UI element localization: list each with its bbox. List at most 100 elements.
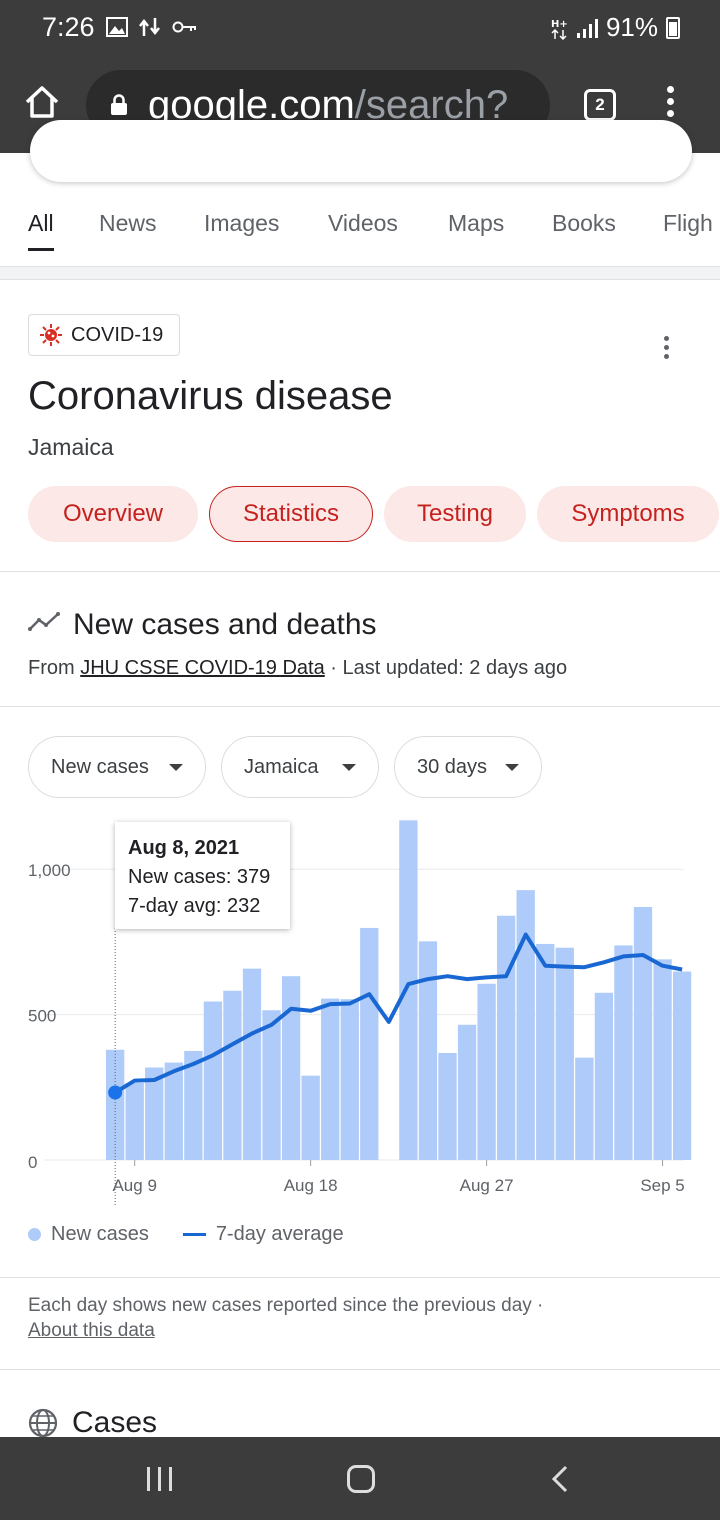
home-button-icon[interactable] <box>347 1465 375 1493</box>
tab-flights[interactable]: Fligh <box>663 210 713 236</box>
legend-dot-new-cases <box>28 1228 41 1241</box>
legend-line-average <box>182 1233 206 1236</box>
range-dropdown-label: 30 days <box>417 756 488 778</box>
globe-icon <box>28 1408 58 1438</box>
average-line <box>114 932 683 1095</box>
source-prefix: From <box>28 657 81 679</box>
bar <box>555 947 574 1160</box>
browser-menu-icon[interactable] <box>662 86 678 122</box>
recent-apps-icon[interactable] <box>147 1467 173 1491</box>
section-title: New cases and deaths <box>73 608 377 641</box>
url-path: /search? <box>354 83 509 127</box>
cases-section-header: Cases <box>28 1406 157 1440</box>
more-options-icon[interactable] <box>664 336 672 363</box>
cases-chart[interactable]: 0 500 1,000 Aug 9 Aug 18 Aug 27 Sep 5 <box>0 810 720 1210</box>
image-icon <box>106 17 128 37</box>
tab-maps[interactable]: Maps <box>448 210 505 236</box>
location-dropdown[interactable]: Jamaica <box>221 736 379 798</box>
home-icon[interactable] <box>22 82 62 122</box>
tab-images[interactable]: Images <box>204 210 280 236</box>
bar <box>125 1082 144 1160</box>
covid-chip-label: COVID-19 <box>71 323 164 346</box>
bar <box>418 941 438 1160</box>
search-box[interactable] <box>30 120 692 182</box>
chart-footnote: Each day shows new cases reported since … <box>28 1293 543 1343</box>
vpn-key-icon <box>172 21 196 33</box>
x-tick-label: Sep 5 <box>640 1176 684 1195</box>
footnote-sep: · <box>531 1295 544 1316</box>
source-line: From JHU CSSE COVID-19 Data · Last updat… <box>28 657 567 680</box>
tooltip-date: Aug 8, 2021 <box>128 837 240 859</box>
divider <box>0 706 720 707</box>
legend-new-cases: New cases <box>51 1223 149 1245</box>
bar <box>223 990 242 1160</box>
pill-symptoms[interactable]: Symptoms <box>537 486 719 542</box>
bar <box>594 992 614 1160</box>
bar <box>242 968 262 1160</box>
location-subtitle: Jamaica <box>28 434 114 460</box>
range-dropdown[interactable]: 30 days <box>394 736 542 798</box>
tab-news[interactable]: News <box>99 210 157 236</box>
bar <box>321 998 340 1160</box>
source-link[interactable]: JHU CSSE COVID-19 Data <box>80 657 325 679</box>
y-tick-label: 1,000 <box>28 861 71 880</box>
bar <box>438 1052 457 1160</box>
pill-overview[interactable]: Overview <box>28 486 198 542</box>
chevron-down-icon <box>342 764 356 771</box>
x-tick-label: Aug 27 <box>460 1176 514 1195</box>
y-tick-label: 500 <box>28 1007 56 1026</box>
battery-icon <box>666 16 680 39</box>
pill-statistics[interactable]: Statistics <box>209 486 373 542</box>
metric-dropdown[interactable]: New cases <box>28 736 206 798</box>
back-icon[interactable] <box>550 1465 570 1493</box>
bar <box>477 983 496 1160</box>
chart-legend: New cases 7-day average <box>28 1223 344 1246</box>
highlight-point <box>108 1085 123 1100</box>
bar <box>457 1024 477 1160</box>
bar <box>301 1075 320 1160</box>
bar <box>164 1062 183 1160</box>
bar <box>360 927 379 1160</box>
footnote-text: Each day shows new cases reported since … <box>28 1295 532 1316</box>
svg-text:H+: H+ <box>551 19 568 30</box>
url-host: google.com <box>148 83 355 127</box>
network-type-icon: H+ <box>551 19 568 40</box>
bar <box>281 976 301 1160</box>
tab-switcher-button[interactable]: 2 <box>584 89 616 121</box>
url-text: google.com/search? <box>148 83 508 128</box>
divider <box>0 1277 720 1278</box>
bar <box>106 1049 125 1160</box>
bar <box>184 1050 203 1160</box>
bar <box>340 999 359 1160</box>
tooltip-new-cases: New cases: 379 <box>128 866 271 888</box>
bar <box>262 1010 281 1160</box>
last-updated: · Last updated: 2 days ago <box>324 657 568 679</box>
bar <box>575 1057 594 1160</box>
bar <box>203 1001 223 1160</box>
battery-percent: 91% <box>605 12 658 42</box>
tab-all[interactable]: All <box>28 210 54 251</box>
bar <box>536 943 555 1160</box>
lock-icon <box>111 94 127 115</box>
virus-icon <box>40 324 62 346</box>
y-tick-label: 0 <box>28 1153 37 1172</box>
chevron-down-icon <box>505 764 519 771</box>
search-tabs: All News Images Videos Maps Books Fligh <box>0 196 720 266</box>
status-time: 7:26 <box>42 12 95 42</box>
tab-videos[interactable]: Videos <box>328 210 398 236</box>
x-tick-label: Aug 9 <box>112 1176 156 1195</box>
tab-books[interactable]: Books <box>552 210 616 236</box>
pill-testing[interactable]: Testing <box>384 486 526 542</box>
url-bar[interactable]: google.com/search? <box>86 70 550 140</box>
about-data-link[interactable]: About this data <box>28 1320 155 1341</box>
android-nav-bar <box>0 1437 720 1520</box>
divider <box>0 1369 720 1370</box>
page-title: Coronavirus disease <box>28 374 393 418</box>
bar <box>497 915 516 1160</box>
topic-pills: Overview Statistics Testing Symptoms <box>28 486 720 542</box>
bar <box>614 945 633 1160</box>
bar <box>145 1067 164 1160</box>
bar <box>633 907 653 1160</box>
covid-chip[interactable]: COVID-19 <box>28 314 181 356</box>
location-dropdown-label: Jamaica <box>244 756 319 778</box>
